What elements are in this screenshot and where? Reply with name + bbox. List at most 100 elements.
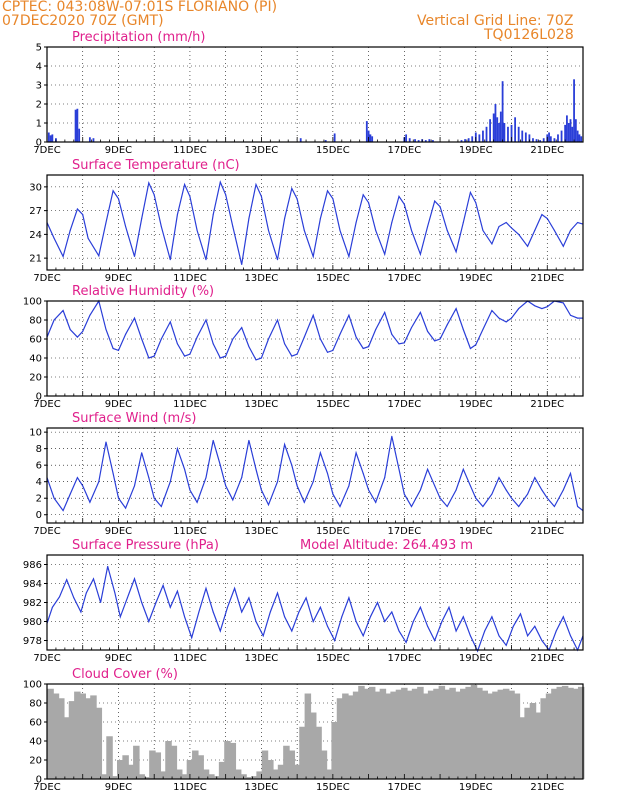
x-tick-label: 7DEC — [33, 782, 60, 793]
cloud-bar — [52, 693, 60, 779]
temp-point — [527, 245, 529, 247]
cloud-bar — [497, 689, 505, 779]
cloud-bar — [358, 685, 365, 779]
cloud-bar — [133, 745, 140, 779]
cloud-bar — [352, 691, 360, 779]
y-tick-label: 100 — [23, 680, 42, 691]
y-tick-label: 0 — [36, 392, 42, 403]
rh-point — [89, 314, 91, 316]
x-tick-label: 7DEC — [33, 273, 60, 284]
y-tick-label: 60 — [29, 335, 42, 346]
panel-title: Surface Pressure (hPa) — [72, 538, 219, 553]
wind-point — [105, 441, 107, 443]
rh-point — [76, 336, 78, 338]
cloud-bar — [561, 685, 569, 779]
precip-bar — [467, 138, 470, 142]
temp-point — [82, 214, 84, 216]
pressure-point — [305, 597, 307, 599]
x-tick-label: 15DEC — [316, 526, 350, 537]
y-tick-label: 6 — [36, 461, 42, 472]
y-tick-label: 1 — [36, 119, 42, 130]
header-date: 07DEC2020 70Z (GMT) — [2, 13, 164, 29]
pressure-point — [384, 621, 386, 622]
y-tick-label: 0 — [36, 510, 42, 521]
rh-point — [153, 355, 155, 357]
temp-point — [348, 256, 350, 258]
x-tick-label: 9DEC — [105, 145, 132, 156]
cloud-bar — [417, 686, 424, 779]
temp-point — [260, 195, 262, 197]
y-tick-label: 30 — [29, 182, 42, 193]
rh-point — [375, 329, 377, 330]
pressure-point — [498, 635, 500, 637]
pressure-point — [212, 611, 214, 613]
pressure-point — [66, 579, 68, 581]
precip-bar — [92, 138, 95, 142]
precip-bar — [564, 124, 567, 142]
precip-bar — [507, 126, 509, 142]
temp-point — [332, 198, 334, 200]
cloud-bar — [443, 689, 451, 779]
cloud-bar — [202, 769, 210, 779]
pressure-point — [219, 630, 221, 632]
precip-bar — [428, 139, 431, 142]
rh-point — [419, 311, 421, 313]
cloud-bar — [208, 774, 215, 779]
temp-point — [284, 218, 286, 220]
cloud-bar — [401, 687, 408, 779]
header-grid-note: Vertical Grid Line: 70Z — [417, 13, 574, 29]
wind-point — [205, 477, 207, 479]
temp-point — [205, 259, 207, 261]
rh-point — [355, 336, 357, 338]
x-tick-label: 13DEC — [245, 782, 279, 793]
precip-bar — [576, 130, 579, 142]
rh-point — [312, 314, 314, 316]
temp-point — [105, 222, 107, 223]
precip-bar — [567, 123, 570, 142]
precip-bar — [539, 140, 542, 142]
temp-point — [462, 222, 464, 223]
y-tick-label: 980 — [23, 617, 42, 628]
wind-point — [141, 452, 143, 454]
cloud-bar — [363, 688, 371, 779]
precip-bar — [489, 119, 491, 142]
rh-point — [505, 321, 507, 323]
x-tick-label: 17DEC — [387, 782, 421, 793]
precip-bar — [424, 140, 427, 142]
cloud-bar — [438, 685, 446, 779]
wind-point — [511, 497, 513, 499]
temp-point — [375, 229, 377, 231]
cloud-bar — [106, 736, 113, 779]
rh-point — [348, 314, 350, 316]
wind-point — [169, 481, 171, 483]
precipitation-panel: 0 1 2 3 4 5 7DEC 9DEC 11DEC 13DEC 15DEC 17DEC 19DEC 2… — [33, 30, 584, 156]
x-tick-label: 7DEC — [33, 526, 60, 537]
pressure-point — [198, 611, 200, 613]
cloud-bar — [315, 726, 322, 779]
wind-point — [455, 489, 457, 491]
pressure-point — [291, 630, 293, 632]
rh-point — [434, 340, 436, 342]
temp-point — [134, 256, 136, 258]
cloud-bar — [519, 717, 526, 779]
precip-bar — [478, 134, 481, 142]
pressure-point — [248, 597, 250, 599]
temp-point — [562, 245, 564, 247]
rh-point — [284, 343, 286, 345]
cloud-bar — [218, 761, 226, 779]
x-tick-label: 9DEC — [105, 273, 132, 284]
y-tick-label: 21 — [29, 254, 42, 265]
wind-point — [482, 505, 484, 507]
pressure-point — [319, 606, 321, 608]
wind-point — [434, 485, 436, 487]
rh-point — [82, 330, 84, 332]
temp-point — [482, 229, 484, 231]
wind-point — [498, 477, 500, 479]
rh-point — [327, 351, 329, 353]
cloud-bar — [342, 693, 349, 779]
y-tick-label: 3 — [36, 81, 42, 92]
cloud-bar — [379, 688, 387, 779]
wind-point — [475, 497, 477, 499]
rh-point — [511, 317, 513, 319]
